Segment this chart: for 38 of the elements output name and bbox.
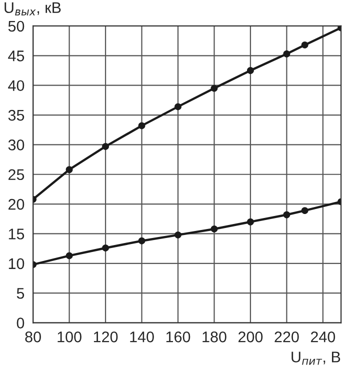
y-tick-label: 45 xyxy=(8,50,24,62)
x-tick-label: 200 xyxy=(238,332,263,342)
point xyxy=(102,244,109,252)
point xyxy=(174,103,182,110)
point xyxy=(283,211,290,218)
point xyxy=(246,67,254,74)
y-tick-label: 15 xyxy=(8,228,24,240)
point xyxy=(210,84,218,92)
y-tick-label: 10 xyxy=(8,258,24,270)
y-tick-label: 35 xyxy=(8,110,24,121)
x-tick-label: 220 xyxy=(274,332,299,342)
x-tick-label: 160 xyxy=(166,332,190,342)
y-tick-label: 30 xyxy=(8,140,24,150)
point xyxy=(283,50,290,58)
x-tick-label: 80 xyxy=(25,332,41,342)
y-tick-label: 25 xyxy=(8,169,24,180)
point xyxy=(301,41,308,48)
y-axis-title: U$_{вых}$, кВ xyxy=(4,2,61,16)
x-axis-title: U$_{пит}$, В xyxy=(292,352,340,365)
y-tick-label: 5 xyxy=(16,288,24,299)
point xyxy=(174,231,182,238)
point xyxy=(301,207,308,214)
x-tick-label: 120 xyxy=(94,332,118,342)
point xyxy=(66,252,73,260)
x-tick-label: 100 xyxy=(58,332,82,342)
point xyxy=(246,218,254,226)
y-tick-label: 0 xyxy=(16,318,24,328)
y-tick-label: 20 xyxy=(8,198,24,210)
point xyxy=(138,122,146,130)
y-tick-label: 40 xyxy=(8,80,24,92)
point xyxy=(138,237,146,244)
point xyxy=(66,166,73,174)
x-tick-label: 140 xyxy=(130,332,154,342)
point xyxy=(102,143,109,150)
x-tick-label: 240 xyxy=(310,332,336,342)
point xyxy=(210,226,218,232)
y-tick-label: 50 xyxy=(8,20,24,32)
x-tick-label: 180 xyxy=(202,332,226,342)
